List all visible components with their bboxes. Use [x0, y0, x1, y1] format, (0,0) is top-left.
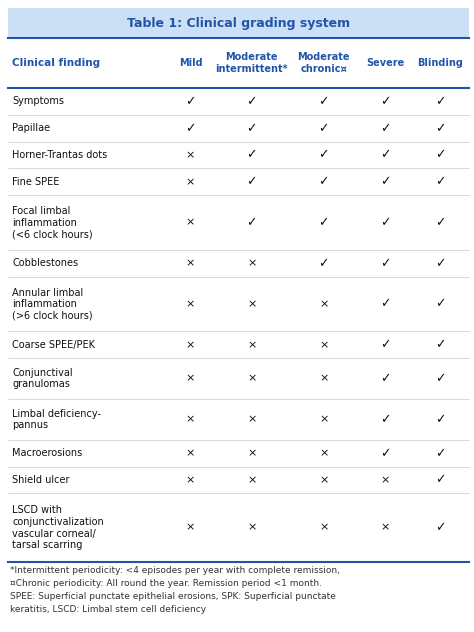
Text: ×: × [319, 448, 328, 458]
Text: ×: × [247, 299, 256, 309]
Text: ✓: ✓ [380, 298, 390, 311]
Text: ×: × [319, 374, 328, 384]
Text: Conjunctival
granulomas: Conjunctival granulomas [12, 368, 73, 389]
Text: Fine SPEE: Fine SPEE [12, 177, 59, 187]
Text: *Intermittent periodicity: <4 episodes per year with complete remission,: *Intermittent periodicity: <4 episodes p… [10, 566, 340, 575]
Text: Symptoms: Symptoms [12, 97, 64, 106]
Text: ✓: ✓ [380, 447, 390, 459]
Text: ✓: ✓ [246, 176, 257, 188]
Text: ✓: ✓ [246, 149, 257, 162]
Text: ×: × [186, 217, 195, 228]
Text: LSCD with
conjunctivalization
vascular corneal/
tarsal scarring: LSCD with conjunctivalization vascular c… [12, 506, 104, 550]
Text: ×: × [186, 448, 195, 458]
Text: ✓: ✓ [435, 338, 446, 351]
Text: ×: × [319, 475, 328, 485]
Text: SPEE: Superficial punctate epithelial erosions, SPK: Superficial punctate: SPEE: Superficial punctate epithelial er… [10, 592, 336, 601]
Text: ✓: ✓ [435, 413, 446, 426]
Text: Limbal deficiency-
pannus: Limbal deficiency- pannus [12, 409, 101, 430]
Text: Shield ulcer: Shield ulcer [12, 475, 70, 485]
Text: ×: × [186, 340, 195, 350]
Text: Moderate
chronic¤: Moderate chronic¤ [298, 52, 350, 74]
Text: ✓: ✓ [246, 122, 257, 135]
Text: ×: × [247, 340, 256, 350]
Text: ×: × [186, 150, 195, 160]
Text: ✓: ✓ [319, 95, 329, 108]
Text: ✓: ✓ [380, 257, 390, 270]
Text: ✓: ✓ [246, 95, 257, 108]
Text: Mild: Mild [179, 58, 202, 68]
Text: ¤Chronic periodicity: All round the year. Remission period <1 month.: ¤Chronic periodicity: All round the year… [10, 579, 322, 588]
Text: ×: × [186, 299, 195, 309]
Text: ×: × [186, 415, 195, 425]
Text: ×: × [186, 475, 195, 485]
Text: ×: × [247, 523, 256, 533]
Text: Severe: Severe [366, 58, 404, 68]
Text: ✓: ✓ [435, 95, 446, 108]
Text: ✓: ✓ [185, 95, 196, 108]
Text: ×: × [247, 415, 256, 425]
Text: Annular limbal
inflammation
(>6 clock hours): Annular limbal inflammation (>6 clock ho… [12, 288, 92, 320]
Text: ×: × [247, 258, 256, 269]
Text: ×: × [247, 475, 256, 485]
Text: ✓: ✓ [380, 338, 390, 351]
Text: ✓: ✓ [435, 122, 446, 135]
Text: Clinical finding: Clinical finding [12, 58, 100, 68]
Text: ×: × [380, 523, 390, 533]
Text: ✓: ✓ [435, 521, 446, 534]
Text: ✓: ✓ [435, 216, 446, 229]
Text: Focal limbal
inflammation
(<6 clock hours): Focal limbal inflammation (<6 clock hour… [12, 206, 92, 240]
Text: Cobblestones: Cobblestones [12, 258, 78, 269]
Text: ✓: ✓ [380, 122, 390, 135]
Text: ×: × [186, 258, 195, 269]
Text: ✓: ✓ [380, 176, 390, 188]
Text: ✓: ✓ [435, 257, 446, 270]
Text: ✓: ✓ [380, 149, 390, 162]
Text: Horner-Trantas dots: Horner-Trantas dots [12, 150, 107, 160]
Text: ×: × [186, 177, 195, 187]
Text: Moderate
intermittent*: Moderate intermittent* [215, 52, 288, 74]
Text: ✓: ✓ [319, 122, 329, 135]
Text: ×: × [319, 299, 328, 309]
Text: ✓: ✓ [319, 176, 329, 188]
Text: ✓: ✓ [435, 447, 446, 459]
Text: ×: × [186, 523, 195, 533]
Text: Blinding: Blinding [417, 58, 463, 68]
Text: ✓: ✓ [380, 216, 390, 229]
Text: ✓: ✓ [380, 413, 390, 426]
Text: ✓: ✓ [435, 149, 446, 162]
Text: Table 1: Clinical grading system: Table 1: Clinical grading system [127, 16, 350, 30]
Text: ×: × [247, 448, 256, 458]
Text: ✓: ✓ [380, 372, 390, 385]
Text: ✓: ✓ [246, 216, 257, 229]
Text: keratitis, LSCD: Limbal stem cell deficiency: keratitis, LSCD: Limbal stem cell defici… [10, 605, 206, 614]
Text: ×: × [247, 374, 256, 384]
Text: Coarse SPEE/PEK: Coarse SPEE/PEK [12, 340, 95, 350]
Text: ✓: ✓ [380, 95, 390, 108]
Text: Papillae: Papillae [12, 123, 50, 133]
Text: ×: × [319, 340, 328, 350]
Text: ×: × [380, 475, 390, 485]
Text: ✓: ✓ [435, 176, 446, 188]
Text: ×: × [319, 415, 328, 425]
Text: Macroerosions: Macroerosions [12, 448, 82, 458]
Text: ×: × [186, 374, 195, 384]
Text: ✓: ✓ [435, 372, 446, 385]
Text: ✓: ✓ [319, 257, 329, 270]
Text: ✓: ✓ [435, 473, 446, 487]
Text: ✓: ✓ [319, 149, 329, 162]
Bar [8, 8, 469, 38]
Text: ✓: ✓ [319, 216, 329, 229]
Text: ×: × [319, 523, 328, 533]
Text: ✓: ✓ [435, 298, 446, 311]
Text: ✓: ✓ [185, 122, 196, 135]
